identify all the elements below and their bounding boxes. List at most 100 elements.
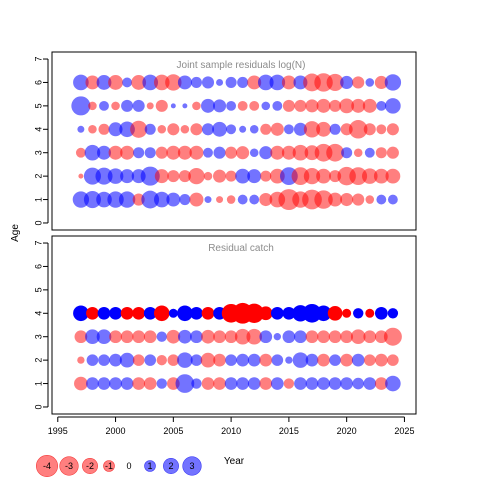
joint-sample-residuals-panel: Joint sample residuals log(N) 0 1 2 3 4 5 6 7 (33, 51, 417, 231)
residual-bubble (364, 147, 375, 158)
residual-bubble (201, 306, 215, 320)
residual-bubble (239, 125, 247, 133)
residual-bubble (246, 328, 263, 345)
residual-bubble (273, 333, 282, 341)
residual-bubble (387, 308, 399, 319)
residual-bubble (120, 377, 134, 390)
residual-bubble (237, 100, 248, 111)
residual-bubble (235, 168, 251, 184)
residual-bubble (77, 356, 85, 364)
residual-bubble (373, 168, 389, 184)
residual-bubble (342, 308, 352, 318)
y-tick-label: 4 (33, 311, 43, 316)
x-tick-label: 2015 (279, 426, 299, 436)
residual-bubble (86, 377, 99, 390)
bubbles (73, 302, 402, 393)
residual-bubble (177, 145, 192, 160)
residual-bubble (351, 98, 366, 113)
residual-bubble (108, 122, 123, 137)
residual-bubble (375, 147, 387, 159)
residual-bubble (282, 306, 296, 320)
residual-bubble (260, 170, 272, 182)
residual-bubble (385, 168, 401, 184)
residual-bubble (349, 167, 368, 186)
residual-bubble (259, 377, 273, 390)
residual-bubble (352, 193, 365, 206)
residual-bubble (141, 190, 160, 209)
x-tick-label: 2000 (106, 426, 126, 436)
residual-bubble (200, 352, 216, 368)
residual-bubble (294, 330, 307, 344)
residual-bubble (327, 305, 343, 321)
residual-bubble (166, 192, 181, 207)
residual-bubble (363, 354, 376, 366)
residual-bubble (282, 99, 295, 112)
residual-bubble (329, 123, 341, 135)
residual-bubble (179, 194, 191, 206)
residual-bubble (84, 144, 101, 161)
residual-bubble (213, 99, 227, 113)
residual-bubble (168, 308, 178, 318)
legend-label: 1 (147, 461, 152, 471)
residual-bubble (99, 100, 109, 111)
residual-bubble (281, 75, 296, 90)
residual-bubble (155, 146, 168, 159)
residual-bubble (340, 193, 354, 207)
residual-bubble (170, 103, 176, 109)
residual-bubble (291, 167, 310, 186)
residual-bubble (293, 122, 307, 136)
residual-bubble (109, 330, 122, 344)
residual-bubble (259, 330, 273, 344)
residual-bubble (98, 354, 110, 366)
residual-bubble (156, 378, 167, 389)
residual-bubble (71, 96, 91, 116)
residual-bubble (108, 75, 123, 90)
residual-bubble (365, 308, 375, 318)
y-tick-label: 0 (33, 404, 43, 409)
residual-catch-panel: Residual catch 0 1 2 3 4 5 6 7 1995 2000 2005 2010… (33, 235, 417, 436)
residual-bubble (316, 168, 331, 184)
residual-bubble (143, 330, 157, 344)
residual-bubble (260, 123, 272, 135)
residual-bubble (326, 143, 345, 162)
legend-bubble (103, 460, 115, 472)
residual-bubble (363, 377, 377, 390)
residual-bubble (386, 123, 399, 136)
residual-bubble (213, 353, 226, 367)
residual-bubble (132, 99, 145, 112)
residual-bubble (341, 147, 353, 159)
residual-bubble (305, 330, 319, 344)
residual-bubble (133, 147, 145, 159)
residual-bubble (155, 99, 168, 112)
residual-bubble (234, 328, 251, 345)
residual-bubble (226, 100, 237, 111)
residual-bubble (384, 74, 402, 91)
residual-bubble (259, 353, 273, 367)
residual-bubble (109, 377, 122, 390)
residual-bubble (247, 169, 262, 184)
residual-bubble (83, 191, 101, 209)
legend-bubble (82, 458, 98, 474)
residual-bubble (259, 193, 273, 207)
residual-bubble (352, 377, 365, 390)
residual-bubble (374, 75, 388, 89)
residual-bubble (302, 303, 322, 323)
residual-bubble (348, 120, 368, 139)
y-tick-label: 5 (33, 103, 43, 108)
residual-bubble (328, 330, 342, 344)
residual-bubble (107, 191, 124, 208)
residual-bubble (272, 100, 283, 111)
legend-label: -4 (43, 461, 51, 471)
residual-bubble (247, 377, 261, 390)
residual-bubble (385, 375, 401, 392)
x-tick-label: 2005 (163, 426, 183, 436)
residual-bubble (303, 121, 321, 138)
residual-bubble (305, 99, 319, 113)
legend-bubble (163, 458, 179, 474)
residual-bubble (190, 306, 203, 320)
residual-bubble (140, 166, 160, 186)
x-tick-label: 2025 (394, 426, 414, 436)
legend-label: 0 (126, 461, 131, 471)
residual-bubble (216, 196, 224, 204)
x-tick-label: 2020 (337, 426, 357, 436)
